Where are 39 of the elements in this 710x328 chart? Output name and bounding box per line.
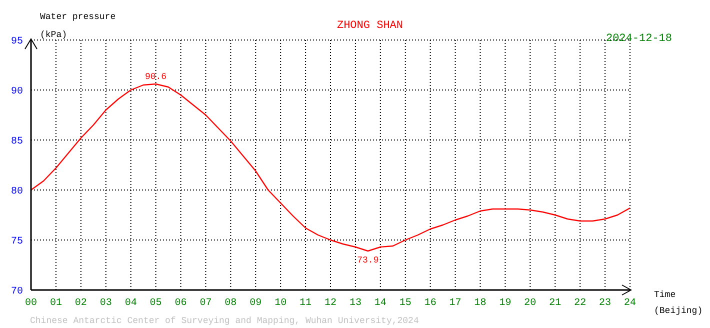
- x-tick-label: 02: [74, 298, 87, 310]
- y-axis-title: Water pressure (kPa): [40, 12, 116, 40]
- x-tick-label: 21: [549, 298, 562, 310]
- x-tick-label: 24: [624, 298, 636, 310]
- x-tick-label: 16: [424, 298, 436, 310]
- x-tick-label: 12: [324, 298, 337, 310]
- y-tick-label: 90: [10, 86, 23, 98]
- x-tick-label: 10: [274, 298, 287, 310]
- annotation: 73.9: [357, 255, 379, 266]
- chart-subtitle: 2024-12-18: [606, 33, 672, 45]
- line-series: [31, 83, 630, 252]
- x-tick-label: 03: [100, 298, 112, 310]
- x-tick-label: 05: [150, 298, 162, 310]
- chart-title: ZHONG SHAN: [336, 20, 404, 32]
- y-tick-label: 70: [10, 286, 23, 298]
- x-tick-label: 07: [200, 298, 212, 310]
- y-tick-label: 95: [10, 36, 23, 48]
- x-tick-label: 11: [300, 298, 312, 310]
- x-tick-label: 08: [224, 298, 237, 310]
- x-tick-label: 04: [124, 298, 137, 310]
- x-tick-label: 00: [24, 298, 38, 310]
- text: Chinese Antarctic Center of Surveying and Mapping, Wuhan University,2024: [30, 316, 419, 326]
- x-tick-label: 06: [174, 298, 187, 310]
- x-tick-label: 14: [374, 298, 386, 310]
- x-axis-title: Time (Beijing): [654, 290, 703, 316]
- x-tick-label: 17: [449, 298, 462, 310]
- x-tick-label: 09: [250, 298, 262, 310]
- x-tick-label: 18: [474, 298, 486, 310]
- y-tick-label: 80: [10, 186, 23, 198]
- x-tick-label: 13: [349, 298, 362, 310]
- y-tick-label: 85: [10, 136, 23, 148]
- x-tick-label: 23: [599, 298, 612, 310]
- x-tick-label: 19: [499, 298, 512, 310]
- y-tick-label: 75: [10, 236, 23, 248]
- x-tick-label: 22: [574, 298, 586, 310]
- annotation: 90.6: [144, 72, 167, 82]
- x-tick-label: 01: [50, 298, 62, 310]
- x-tick-label: 15: [399, 298, 412, 310]
- x-tick-label: 20: [524, 298, 536, 310]
